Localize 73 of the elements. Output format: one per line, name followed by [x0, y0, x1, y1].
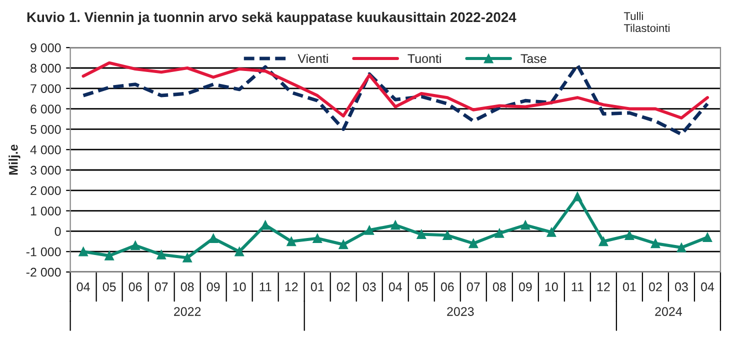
- x-tick-label: 04: [388, 282, 402, 292]
- x-tick-label: 11: [572, 282, 584, 292]
- x-tick-label: 11: [260, 282, 272, 292]
- point: [364, 225, 374, 235]
- legend-label: Tase: [520, 54, 546, 64]
- x-tick-label: 09: [518, 282, 532, 292]
- x-tick-label: 05: [414, 282, 428, 292]
- x-tick-label: 02: [336, 282, 350, 292]
- point: [676, 242, 686, 252]
- text: 2023: [447, 307, 474, 316]
- point: [78, 246, 88, 256]
- y-tick-label: 8 000: [30, 64, 61, 73]
- point: [650, 238, 660, 248]
- point: [442, 230, 452, 240]
- x-tick-label: 04: [701, 282, 714, 292]
- point: [390, 220, 400, 230]
- text: 2024: [655, 307, 682, 316]
- point: [312, 234, 322, 244]
- point: [702, 232, 712, 242]
- x-tick-label: 02: [648, 282, 662, 292]
- y-tick-label: 4 000: [30, 145, 61, 154]
- x-tick-label: 03: [674, 282, 688, 292]
- point: [182, 253, 192, 262]
- x-tick-label: 08: [180, 282, 194, 292]
- legend-label: Tuonti: [408, 54, 441, 64]
- y-tick-label: 0: [54, 227, 61, 236]
- text: 2022: [174, 307, 201, 316]
- x-tick-label: 12: [285, 282, 298, 292]
- point: [104, 250, 114, 260]
- x-tick-label: 01: [622, 282, 636, 292]
- x-tick-label: 07: [466, 282, 480, 292]
- y-tick-label: -1 000: [26, 247, 61, 256]
- point: [260, 220, 270, 230]
- point: [416, 230, 426, 239]
- point: [520, 220, 530, 230]
- legend-label: Vienti: [298, 54, 328, 64]
- point: [572, 192, 582, 202]
- text: Tulli Tilastointi: [624, 12, 670, 32]
- x-tick-label: 06: [128, 282, 142, 292]
- y-tick-label: 6 000: [30, 104, 61, 114]
- point: [286, 236, 296, 246]
- y-axis-title: Milj.e: [8, 144, 20, 175]
- x-tick-label: 07: [154, 282, 168, 292]
- x-tick-label: 09: [206, 282, 220, 292]
- y-tick-label: -2 000: [26, 268, 61, 277]
- x-tick-label: 10: [233, 282, 246, 292]
- point: [494, 228, 504, 238]
- x-tick-label: 10: [545, 282, 558, 292]
- x-tick-label: 08: [492, 282, 506, 292]
- point: [468, 238, 478, 248]
- x-tick-label: 05: [102, 282, 116, 292]
- point: [338, 240, 348, 250]
- x-tick-label: 06: [440, 282, 454, 292]
- point: [208, 234, 218, 244]
- line-series: [82, 63, 710, 136]
- y-tick-label: 5 000: [30, 125, 61, 134]
- point: [156, 250, 166, 260]
- x-tick-label: 04: [76, 282, 90, 292]
- point: [598, 236, 608, 246]
- point: [624, 230, 634, 240]
- y-tick-label: 1 000: [30, 206, 61, 216]
- point: [130, 240, 140, 250]
- point: [546, 228, 556, 237]
- x-tick-label: 03: [362, 282, 376, 292]
- x-tick-label: 01: [310, 282, 324, 292]
- line-series: [82, 61, 709, 120]
- x-tick-label: 12: [597, 282, 610, 292]
- y-tick-label: 9 000: [30, 43, 61, 52]
- y-tick-label: 7 000: [30, 84, 61, 94]
- y-tick-label: 2 000: [30, 186, 61, 196]
- y-tick-label: 3 000: [30, 166, 61, 175]
- point: [234, 246, 244, 256]
- chart-title: Kuvio 1. Viennin ja tuonnin arvo sekä kauppatase kuukausittain 2022-2024: [27, 12, 516, 25]
